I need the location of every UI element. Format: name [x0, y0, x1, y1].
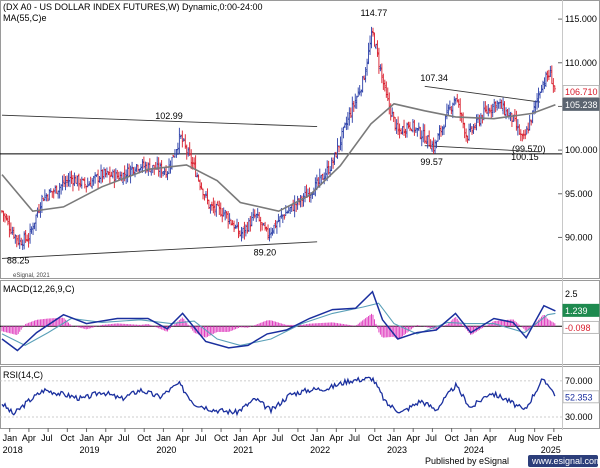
main-panel-frame	[0, 0, 600, 279]
x-month-label: Jan	[156, 433, 171, 443]
x-month-label: Oct	[137, 433, 152, 443]
x-month-label: Apr	[176, 433, 190, 443]
x-month-label: Feb	[547, 433, 563, 443]
x-month-label: Jan	[464, 433, 479, 443]
macd-signal-badge-bg	[562, 320, 600, 334]
x-year-label: 2022	[310, 445, 330, 455]
x-month-label: Oct	[60, 433, 75, 443]
rsi-label: RSI(14,C)	[3, 370, 43, 380]
watermark: eSignal, 2021	[13, 273, 50, 279]
x-month-label: Oct	[445, 433, 460, 443]
x-month-label: Oct	[291, 433, 306, 443]
x-month-label: Apr	[406, 433, 420, 443]
price-annotation: 102.99	[155, 111, 183, 121]
last-price-badge: 106.710	[565, 87, 598, 97]
x-year-label: 2020	[156, 445, 176, 455]
rsi-value-badge: 52.353	[565, 392, 593, 402]
price-annotation: 114.77	[360, 8, 387, 18]
x-year-label: 2019	[80, 445, 100, 455]
x-month-label: Apr	[22, 433, 36, 443]
x-month-label: Apr	[99, 433, 113, 443]
ma-value-badge-bg	[562, 97, 600, 111]
macd-line	[1, 290, 556, 352]
moving-average-line	[1, 102, 556, 213]
rsi-y-tick-label: 70.000	[565, 376, 593, 386]
chart-title: (DX A0 - US DOLLAR INDEX FUTURES,W) Dyna…	[3, 2, 263, 12]
main-y-tick-label: 110.000	[565, 58, 597, 68]
last-price-badge-bg	[562, 84, 600, 98]
x-month-label: Jan	[387, 433, 402, 443]
trendline	[1, 114, 318, 127]
footer-brand: www.esignal.com	[531, 456, 600, 466]
x-month-label: Oct	[368, 433, 383, 443]
macd-signal-badge: -0.098	[565, 323, 591, 333]
x-year-label: 2021	[233, 445, 253, 455]
rsi-y-tick-label: 30.000	[565, 412, 593, 422]
x-month-label: Apr	[252, 433, 266, 443]
price-annotation: 100.15	[511, 152, 539, 162]
x-month-label: Jul	[349, 433, 361, 443]
x-month-label: Jan	[310, 433, 325, 443]
main-y-tick-label: 100.000	[565, 145, 598, 155]
main-y-tick-label: 115.000	[565, 14, 597, 24]
price-annotation: 88.25	[7, 256, 30, 266]
price-annotation: 99.57	[420, 157, 443, 167]
ma-value-badge: 105.238	[565, 100, 598, 110]
main-plot: 115.000110.000105.000100.00095.00090.000…	[0, 8, 600, 266]
x-month-label: Jul	[41, 433, 53, 443]
trendline	[424, 85, 541, 103]
x-month-label: Apr	[329, 433, 343, 443]
trendline	[424, 145, 541, 153]
macd-y-tick-label: 2.5	[565, 289, 578, 299]
x-month-label: Jan	[233, 433, 248, 443]
x-month-label: Jan	[80, 433, 95, 443]
footer-text: Published by eSignal	[425, 456, 509, 466]
macd-label: MACD(12,26,9,C)	[3, 284, 75, 294]
x-month-label: Oct	[214, 433, 229, 443]
support-hline-label: (99.570)	[512, 144, 546, 154]
x-axis: Jan Apr Jul Oct Jan Apr Jul Oct Jan Apr Jul Oct Jan A…	[3, 428, 563, 455]
rsi-plot: 70.000 30.000 52.353	[0, 376, 600, 422]
ma-label: MA(55,C)e	[3, 13, 47, 23]
macd-plot: 2.50.01.239-0.098	[0, 289, 600, 352]
price-annotation: 89.20	[254, 247, 277, 257]
main-y-tick-label: 90.000	[565, 232, 593, 242]
x-month-label: Jul	[195, 433, 207, 443]
macd-value-badge-bg	[562, 303, 600, 317]
price-annotation: 107.34	[420, 73, 448, 83]
x-year-label: 2024	[464, 445, 484, 455]
main-y-tick-label: 95.000	[565, 189, 593, 199]
x-month-label: Apr	[483, 433, 497, 443]
macd-value-badge: 1.239	[565, 306, 588, 316]
rsi-value-badge-bg	[562, 390, 600, 404]
x-year-label: 2018	[3, 445, 23, 455]
x-year-label: 2023	[387, 445, 407, 455]
x-month-label: Jul	[425, 433, 437, 443]
rsi-line	[1, 376, 556, 417]
footer-brand-badge	[528, 455, 598, 467]
trendline	[1, 241, 318, 259]
x-year-label: 2025	[541, 445, 561, 455]
x-month-label: Nov	[528, 433, 545, 443]
macd-signal-line	[1, 302, 556, 347]
x-month-label: Jan	[3, 433, 18, 443]
x-month-label: Aug	[508, 433, 524, 443]
x-month-label: Jul	[272, 433, 284, 443]
x-month-label: Jul	[118, 433, 130, 443]
